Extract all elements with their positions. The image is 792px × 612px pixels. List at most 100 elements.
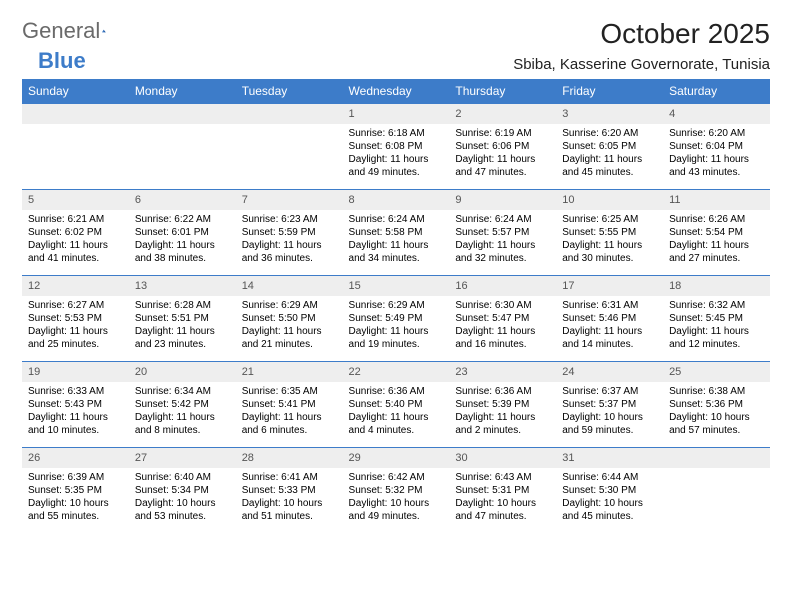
- weekday-header: Wednesday: [343, 79, 450, 104]
- day-number: 5: [22, 190, 129, 210]
- day-number: 24: [556, 362, 663, 382]
- calendar-cell: 19Sunrise: 6:33 AMSunset: 5:43 PMDayligh…: [22, 362, 129, 448]
- calendar-cell: 25Sunrise: 6:38 AMSunset: 5:36 PMDayligh…: [663, 362, 770, 448]
- calendar-row: 19Sunrise: 6:33 AMSunset: 5:43 PMDayligh…: [22, 362, 770, 448]
- day-body: Sunrise: 6:36 AMSunset: 5:39 PMDaylight:…: [449, 382, 556, 441]
- calendar-cell: 2Sunrise: 6:19 AMSunset: 6:06 PMDaylight…: [449, 104, 556, 190]
- calendar-cell: 29Sunrise: 6:42 AMSunset: 5:32 PMDayligh…: [343, 448, 450, 534]
- weekday-header-row: SundayMondayTuesdayWednesdayThursdayFrid…: [22, 79, 770, 104]
- calendar-cell: 11Sunrise: 6:26 AMSunset: 5:54 PMDayligh…: [663, 190, 770, 276]
- day-number: 12: [22, 276, 129, 296]
- day-body: Sunrise: 6:24 AMSunset: 5:57 PMDaylight:…: [449, 210, 556, 269]
- day-number: 7: [236, 190, 343, 210]
- day-number: 26: [22, 448, 129, 468]
- calendar-cell: [236, 104, 343, 190]
- day-number: 20: [129, 362, 236, 382]
- title-block: October 2025 Sbiba, Kasserine Governorat…: [513, 18, 770, 73]
- day-body: Sunrise: 6:39 AMSunset: 5:35 PMDaylight:…: [22, 468, 129, 527]
- day-body: Sunrise: 6:18 AMSunset: 6:08 PMDaylight:…: [343, 124, 450, 183]
- day-number: 16: [449, 276, 556, 296]
- day-number: 29: [343, 448, 450, 468]
- day-number: 21: [236, 362, 343, 382]
- calendar-row: 12Sunrise: 6:27 AMSunset: 5:53 PMDayligh…: [22, 276, 770, 362]
- day-body: Sunrise: 6:29 AMSunset: 5:50 PMDaylight:…: [236, 296, 343, 355]
- day-number: 28: [236, 448, 343, 468]
- calendar-cell: 20Sunrise: 6:34 AMSunset: 5:42 PMDayligh…: [129, 362, 236, 448]
- calendar-cell: 1Sunrise: 6:18 AMSunset: 6:08 PMDaylight…: [343, 104, 450, 190]
- day-number-empty: [663, 448, 770, 468]
- day-body: Sunrise: 6:29 AMSunset: 5:49 PMDaylight:…: [343, 296, 450, 355]
- calendar-cell: 17Sunrise: 6:31 AMSunset: 5:46 PMDayligh…: [556, 276, 663, 362]
- day-body: Sunrise: 6:32 AMSunset: 5:45 PMDaylight:…: [663, 296, 770, 355]
- day-number: 11: [663, 190, 770, 210]
- calendar-cell: 13Sunrise: 6:28 AMSunset: 5:51 PMDayligh…: [129, 276, 236, 362]
- day-number: 6: [129, 190, 236, 210]
- calendar-cell: [129, 104, 236, 190]
- day-number: 10: [556, 190, 663, 210]
- logo: General: [22, 18, 126, 44]
- day-number: 13: [129, 276, 236, 296]
- day-number: 17: [556, 276, 663, 296]
- day-number: 18: [663, 276, 770, 296]
- day-body: Sunrise: 6:31 AMSunset: 5:46 PMDaylight:…: [556, 296, 663, 355]
- day-body: Sunrise: 6:42 AMSunset: 5:32 PMDaylight:…: [343, 468, 450, 527]
- weekday-header: Thursday: [449, 79, 556, 104]
- day-body: Sunrise: 6:36 AMSunset: 5:40 PMDaylight:…: [343, 382, 450, 441]
- calendar-row: 1Sunrise: 6:18 AMSunset: 6:08 PMDaylight…: [22, 104, 770, 190]
- day-body: Sunrise: 6:37 AMSunset: 5:37 PMDaylight:…: [556, 382, 663, 441]
- day-body: Sunrise: 6:44 AMSunset: 5:30 PMDaylight:…: [556, 468, 663, 527]
- day-number: 25: [663, 362, 770, 382]
- day-number-empty: [129, 104, 236, 124]
- calendar-cell: 24Sunrise: 6:37 AMSunset: 5:37 PMDayligh…: [556, 362, 663, 448]
- day-body: Sunrise: 6:40 AMSunset: 5:34 PMDaylight:…: [129, 468, 236, 527]
- calendar-cell: 22Sunrise: 6:36 AMSunset: 5:40 PMDayligh…: [343, 362, 450, 448]
- day-body: Sunrise: 6:43 AMSunset: 5:31 PMDaylight:…: [449, 468, 556, 527]
- day-number: 27: [129, 448, 236, 468]
- calendar-cell: 3Sunrise: 6:20 AMSunset: 6:05 PMDaylight…: [556, 104, 663, 190]
- calendar-cell: 18Sunrise: 6:32 AMSunset: 5:45 PMDayligh…: [663, 276, 770, 362]
- calendar-row: 5Sunrise: 6:21 AMSunset: 6:02 PMDaylight…: [22, 190, 770, 276]
- day-number-empty: [22, 104, 129, 124]
- calendar-cell: 7Sunrise: 6:23 AMSunset: 5:59 PMDaylight…: [236, 190, 343, 276]
- calendar-cell: 30Sunrise: 6:43 AMSunset: 5:31 PMDayligh…: [449, 448, 556, 534]
- day-body: Sunrise: 6:21 AMSunset: 6:02 PMDaylight:…: [22, 210, 129, 269]
- day-body: Sunrise: 6:38 AMSunset: 5:36 PMDaylight:…: [663, 382, 770, 441]
- calendar-cell: 15Sunrise: 6:29 AMSunset: 5:49 PMDayligh…: [343, 276, 450, 362]
- day-number: 23: [449, 362, 556, 382]
- weekday-header: Friday: [556, 79, 663, 104]
- calendar-cell: 26Sunrise: 6:39 AMSunset: 5:35 PMDayligh…: [22, 448, 129, 534]
- day-number: 4: [663, 104, 770, 124]
- logo-text-2: Blue: [38, 48, 86, 74]
- day-body: Sunrise: 6:41 AMSunset: 5:33 PMDaylight:…: [236, 468, 343, 527]
- calendar-cell: 14Sunrise: 6:29 AMSunset: 5:50 PMDayligh…: [236, 276, 343, 362]
- day-body: Sunrise: 6:35 AMSunset: 5:41 PMDaylight:…: [236, 382, 343, 441]
- weekday-header: Monday: [129, 79, 236, 104]
- calendar-cell: 6Sunrise: 6:22 AMSunset: 6:01 PMDaylight…: [129, 190, 236, 276]
- logo-icon: [102, 22, 106, 40]
- day-body: Sunrise: 6:25 AMSunset: 5:55 PMDaylight:…: [556, 210, 663, 269]
- header: General October 2025 Sbiba, Kasserine Go…: [22, 18, 770, 73]
- day-number: 15: [343, 276, 450, 296]
- calendar-cell: 10Sunrise: 6:25 AMSunset: 5:55 PMDayligh…: [556, 190, 663, 276]
- calendar-cell: 16Sunrise: 6:30 AMSunset: 5:47 PMDayligh…: [449, 276, 556, 362]
- day-body: Sunrise: 6:20 AMSunset: 6:05 PMDaylight:…: [556, 124, 663, 183]
- calendar-cell: 8Sunrise: 6:24 AMSunset: 5:58 PMDaylight…: [343, 190, 450, 276]
- day-body: Sunrise: 6:28 AMSunset: 5:51 PMDaylight:…: [129, 296, 236, 355]
- weekday-header: Tuesday: [236, 79, 343, 104]
- calendar-cell: 12Sunrise: 6:27 AMSunset: 5:53 PMDayligh…: [22, 276, 129, 362]
- day-number: 30: [449, 448, 556, 468]
- day-number: 1: [343, 104, 450, 124]
- calendar-cell: [663, 448, 770, 534]
- day-body: Sunrise: 6:34 AMSunset: 5:42 PMDaylight:…: [129, 382, 236, 441]
- calendar-cell: 9Sunrise: 6:24 AMSunset: 5:57 PMDaylight…: [449, 190, 556, 276]
- day-body: Sunrise: 6:22 AMSunset: 6:01 PMDaylight:…: [129, 210, 236, 269]
- location: Sbiba, Kasserine Governorate, Tunisia: [513, 56, 770, 73]
- calendar-cell: 21Sunrise: 6:35 AMSunset: 5:41 PMDayligh…: [236, 362, 343, 448]
- day-number: 31: [556, 448, 663, 468]
- day-number: 22: [343, 362, 450, 382]
- day-number: 14: [236, 276, 343, 296]
- calendar-cell: 27Sunrise: 6:40 AMSunset: 5:34 PMDayligh…: [129, 448, 236, 534]
- day-number: 9: [449, 190, 556, 210]
- calendar-table: SundayMondayTuesdayWednesdayThursdayFrid…: [22, 79, 770, 534]
- day-number-empty: [236, 104, 343, 124]
